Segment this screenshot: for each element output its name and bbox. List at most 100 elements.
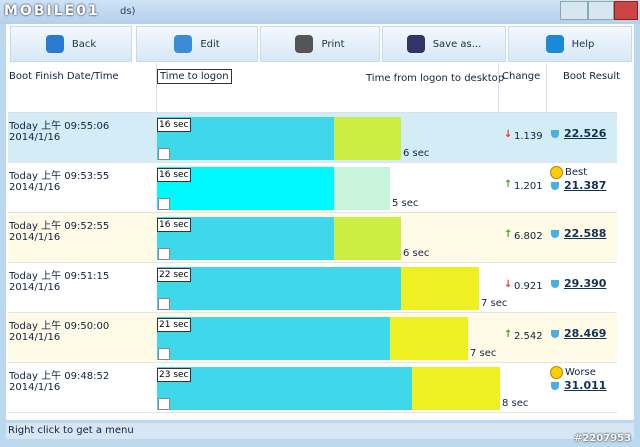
- button-label: Print: [321, 38, 345, 50]
- button-label: Edit: [200, 38, 220, 50]
- change-value: 1.201: [514, 181, 543, 192]
- result-note: Worse: [565, 367, 596, 378]
- result-value[interactable]: 21.387: [564, 179, 607, 192]
- col-change: Change: [502, 71, 541, 82]
- boot-time: Today 上午 09:53:55: [9, 171, 110, 182]
- status-text: Right click to get a menu: [8, 425, 134, 436]
- logon-label: 21 sec: [157, 318, 191, 332]
- close[interactable]: [614, 1, 638, 20]
- row[interactable]: Today 上午 09:50:00 2014/1/16 21 sec 7 sec ↑ 2.…: [8, 313, 617, 363]
- result-value[interactable]: 22.526: [564, 127, 607, 140]
- watermark: MOBILE01: [4, 3, 100, 19]
- logon-label: 22 sec: [157, 268, 191, 282]
- edit-icon: [158, 398, 170, 410]
- result-value[interactable]: 22.588: [564, 227, 607, 240]
- desktop-bar: [334, 167, 390, 210]
- desktop-bar: [412, 367, 500, 410]
- row[interactable]: Today 上午 09:55:06 2014/1/16 16 sec 6 sec ↓ 1.…: [8, 113, 617, 163]
- desktop-bar: [334, 217, 401, 260]
- toolbar-button[interactable]: Edit: [136, 26, 258, 62]
- col-result: Boot Result: [563, 71, 621, 82]
- change-arrow: ↓: [504, 129, 513, 140]
- trophy: [551, 382, 559, 390]
- logon-label: 16 sec: [157, 118, 191, 132]
- desktop-label: 6 sec: [403, 248, 430, 259]
- trophy: [551, 130, 559, 138]
- icon: [545, 35, 564, 53]
- boot-time: Today 上午 09:51:15: [9, 271, 110, 282]
- result-value[interactable]: 31.011: [564, 379, 607, 392]
- result-note: Best: [565, 167, 588, 178]
- row[interactable]: Today 上午 09:53:55 2014/1/16 16 sec 5 sec ↑ 1.…: [8, 163, 617, 213]
- desktop-label: 6 sec: [403, 148, 430, 159]
- boot-date: 2014/1/16: [9, 132, 61, 143]
- logon-label: 16 sec: [157, 168, 191, 182]
- trophy: [551, 280, 559, 288]
- row[interactable]: Today 上午 09:51:15 2014/1/16 22 sec 7 sec ↓ 0.…: [8, 263, 617, 313]
- col-logon[interactable]: Time to logon: [157, 69, 232, 84]
- change-value: 2.542: [514, 331, 543, 342]
- row[interactable]: Today 上午 09:52:55 2014/1/16 16 sec 6 sec ↑ 6.…: [8, 213, 617, 263]
- edit-icon: [158, 348, 170, 360]
- change-arrow: ↑: [504, 179, 513, 190]
- desktop-label: 8 sec: [502, 398, 529, 409]
- change-value: 1.139: [514, 131, 543, 142]
- logon-label: 23 sec: [157, 368, 191, 382]
- boot-date: 2014/1/16: [9, 332, 61, 343]
- boot-date: 2014/1/16: [9, 282, 61, 293]
- change-value: 6.802: [514, 231, 543, 242]
- col-desktop: Time from logon to desktop: [366, 73, 505, 84]
- maximize[interactable]: [588, 1, 614, 20]
- edit-icon: [158, 298, 170, 310]
- logon-bar: [157, 367, 412, 410]
- edit-icon: [158, 248, 170, 260]
- icon: [406, 35, 425, 53]
- toolbar-button[interactable]: Save as...: [382, 26, 506, 62]
- boot-time: Today 上午 09:52:55: [9, 221, 110, 232]
- minimize[interactable]: [560, 1, 588, 20]
- change-value: 0.921: [514, 281, 543, 292]
- toolbar-button[interactable]: Print: [260, 26, 380, 62]
- logon-label: 16 sec: [157, 218, 191, 232]
- change-arrow: ↑: [504, 329, 513, 340]
- edit-icon: [158, 148, 170, 160]
- icon: [295, 35, 314, 53]
- logon-bar: [157, 267, 401, 310]
- col-date: Boot Finish Date/Time: [9, 71, 119, 82]
- boot-time: Today 上午 09:48:52: [9, 371, 110, 382]
- desktop-label: 7 sec: [481, 298, 508, 309]
- row[interactable]: Today 上午 09:48:52 2014/1/16 23 sec 8 sec Wor…: [8, 363, 617, 413]
- status-bar: [6, 423, 634, 439]
- result-value[interactable]: 29.390: [564, 277, 607, 290]
- icon: [45, 35, 64, 53]
- boot-time: Today 上午 09:50:00: [9, 321, 110, 332]
- trophy: [551, 330, 559, 338]
- desktop-bar: [334, 117, 401, 160]
- boot-date: 2014/1/16: [9, 182, 61, 193]
- toolbar-button[interactable]: Back: [10, 26, 132, 62]
- icon: [174, 35, 193, 53]
- desktop-bar: [390, 317, 468, 360]
- smiley: [550, 166, 563, 179]
- logon-bar: [157, 317, 390, 360]
- desktop-label: 7 sec: [470, 348, 497, 359]
- toolbar-button[interactable]: Help: [508, 26, 632, 62]
- title: ds): [120, 6, 136, 17]
- edit-icon: [158, 198, 170, 210]
- desktop-bar: [401, 267, 479, 310]
- boot-time: Today 上午 09:55:06: [9, 121, 110, 132]
- header: Boot Finish Date/Time Time to logon Time…: [8, 63, 621, 113]
- change-arrow: ↑: [504, 229, 513, 240]
- stamp: #2207953: [574, 433, 632, 444]
- title-bar: [0, 0, 640, 24]
- trophy: [551, 182, 559, 190]
- smiley: [550, 366, 563, 379]
- change-arrow: ↓: [504, 279, 513, 290]
- desktop-label: 5 sec: [392, 198, 419, 209]
- boot-date: 2014/1/16: [9, 382, 61, 393]
- button-label: Back: [71, 38, 97, 50]
- result-value[interactable]: 28.469: [564, 327, 607, 340]
- button-label: Help: [571, 38, 595, 50]
- boot-date: 2014/1/16: [9, 232, 61, 243]
